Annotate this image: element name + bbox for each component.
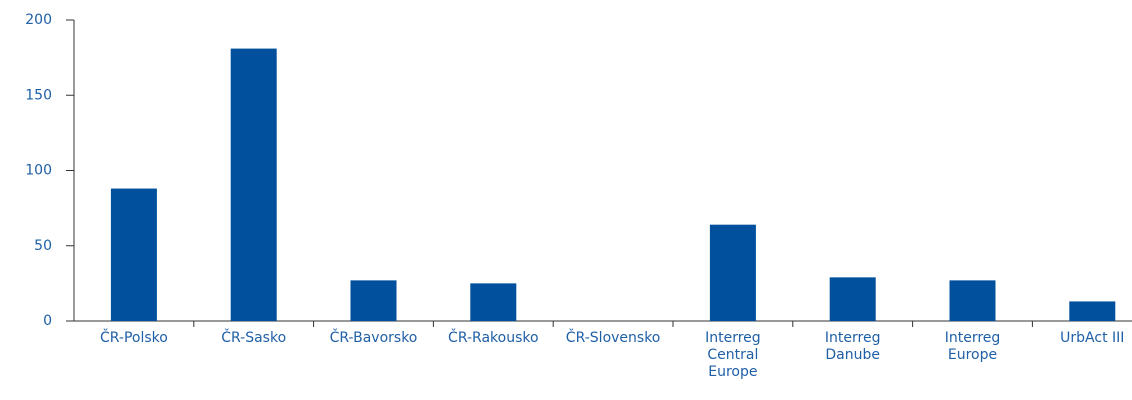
x-tick-label: Interreg Europe bbox=[944, 330, 1001, 363]
x-tick-label: ČR-Bavorsko bbox=[329, 330, 418, 346]
bar bbox=[1069, 301, 1116, 321]
y-tick-label: 200 bbox=[25, 12, 52, 28]
bar bbox=[829, 277, 876, 321]
x-tick-label: ČR-Sasko bbox=[221, 330, 287, 346]
bar bbox=[949, 280, 996, 321]
bar bbox=[230, 48, 277, 321]
bar bbox=[709, 224, 756, 321]
y-tick-label: 150 bbox=[25, 87, 52, 103]
x-tick-label: Interreg Danube bbox=[824, 330, 881, 363]
x-tick-label: ČR-Polsko bbox=[99, 330, 168, 346]
bar bbox=[470, 283, 517, 321]
x-tick-label: ČR-Rakousko bbox=[448, 330, 539, 346]
bar bbox=[350, 280, 397, 321]
y-tick-label: 0 bbox=[43, 313, 52, 329]
x-tick-label: ČR-Slovensko bbox=[565, 330, 661, 346]
y-tick-label: 50 bbox=[34, 238, 52, 254]
x-tick-label: UrbAct III bbox=[1060, 330, 1125, 346]
y-tick-label: 100 bbox=[25, 163, 52, 179]
bar bbox=[110, 188, 157, 321]
x-tick-label: Interreg Central Europe bbox=[705, 330, 761, 380]
